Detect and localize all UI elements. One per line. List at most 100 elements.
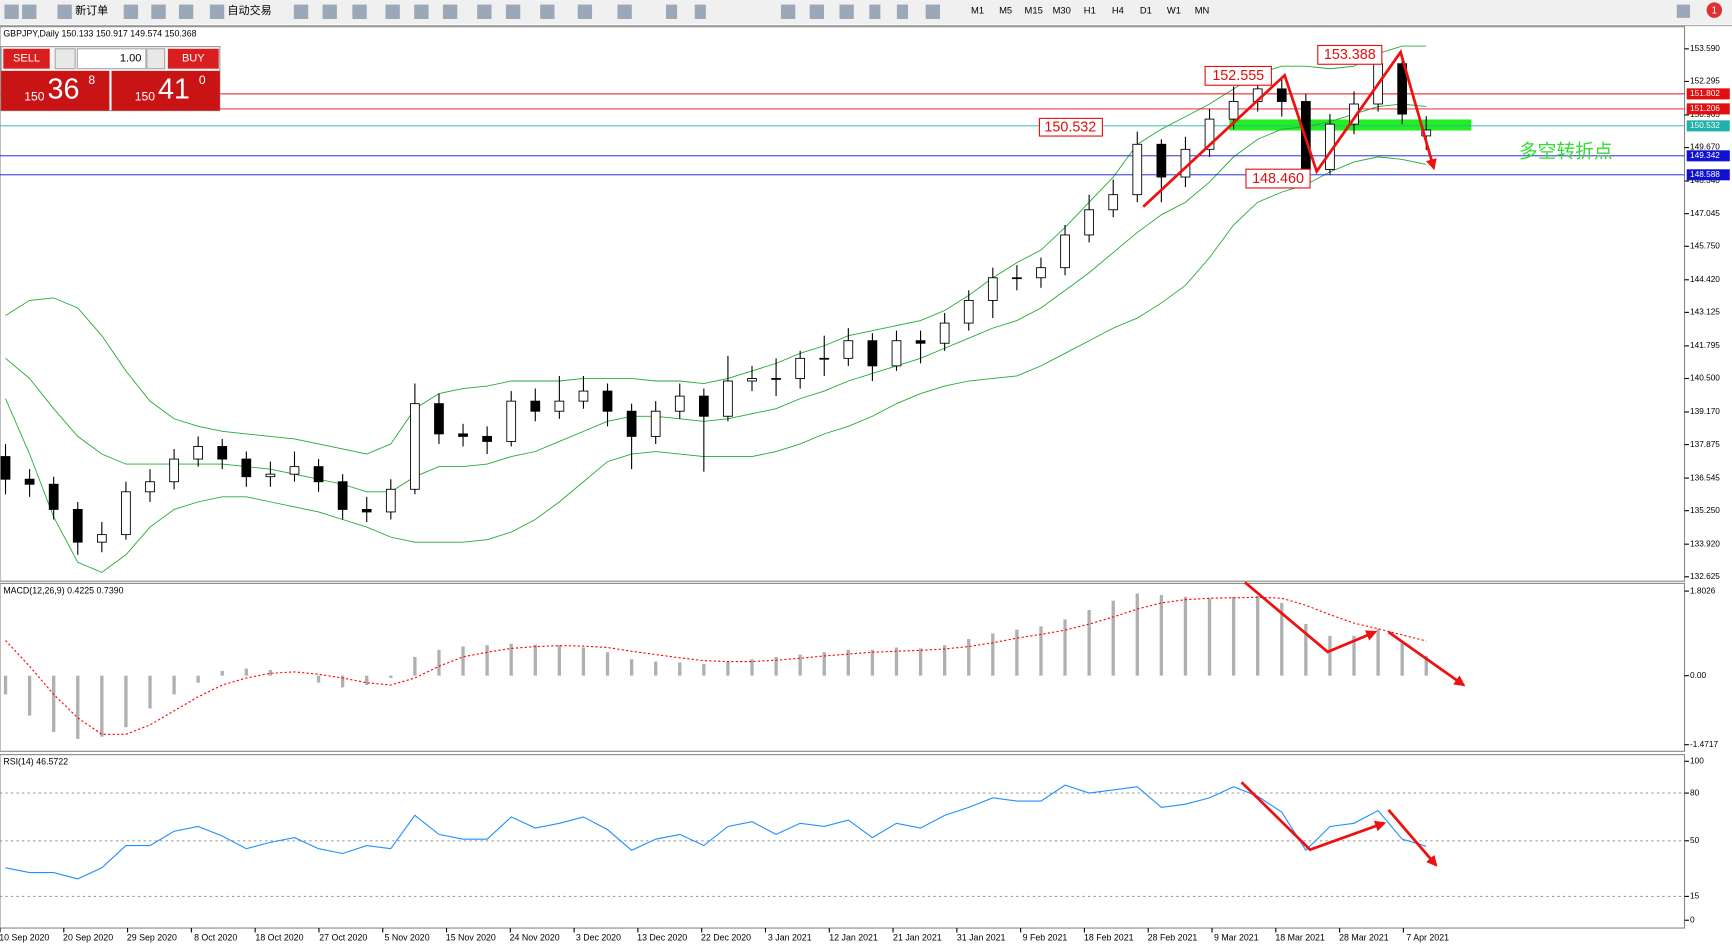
candle-body: [1156, 143, 1167, 178]
candle-body: [458, 433, 468, 437]
x-tick-label: 13 Dec 2020: [637, 932, 687, 942]
buy-price-pips: 41: [158, 73, 190, 105]
candle-body: [1421, 129, 1432, 137]
candle-body: [1084, 209, 1094, 236]
candle-body: [193, 446, 204, 460]
new-order-button[interactable]: 新订单: [75, 3, 108, 17]
plot-layer: 153.590 152.295 150.965 149.670 148.340 147.0…: [0, 44, 1730, 942]
y-tick-label: -1.4717: [1690, 740, 1718, 749]
y-tick-label: 135.250: [1690, 506, 1720, 515]
chart-title: GBPJPY,Daily 150.133 150.917 149.574 150…: [3, 29, 196, 39]
annotation-label: 153.388: [1324, 47, 1376, 63]
sell-button[interactable]: [3, 48, 50, 69]
annotations: 152.555 153.388 150.532 148.460 多空转折点: [1038, 44, 1613, 189]
price-level-tag: [1686, 150, 1730, 162]
notification-count: 1: [1712, 5, 1718, 16]
x-tick-label: 5 Nov 2020: [384, 932, 429, 942]
y-tick-label: 144.420: [1690, 275, 1720, 284]
candle-body: [698, 395, 709, 417]
sell-price-box[interactable]: [1, 70, 110, 111]
candle-body: [506, 400, 517, 442]
price-level-label: 148.588: [1690, 170, 1720, 179]
price-level-tag: [1686, 120, 1730, 132]
timeframe-button[interactable]: M15: [1025, 6, 1043, 16]
trend-arrows: [1142, 48, 1466, 867]
toolbar-icons: [4, 4, 1691, 19]
lot-value: 1.00: [120, 53, 141, 65]
auto-trading-button[interactable]: 自动交易: [228, 3, 272, 17]
y-tick-label: 80: [1690, 788, 1700, 797]
candle-body: [289, 466, 300, 475]
price-level-label: 151.206: [1690, 104, 1720, 113]
x-tick-label: 3 Dec 2020: [576, 932, 621, 942]
candle-body: [434, 403, 444, 435]
y-tick-label: 132.625: [1690, 572, 1720, 581]
candle-body: [771, 378, 781, 380]
bollinger-upper: [5, 45, 1427, 455]
timeframe-button[interactable]: W1: [1167, 6, 1181, 16]
candle-body: [1397, 63, 1408, 115]
candle-body: [1276, 88, 1287, 102]
y-tick-label: 153.590: [1690, 44, 1720, 53]
candle-body: [48, 483, 59, 510]
timeframe-button[interactable]: H1: [1084, 6, 1096, 16]
x-tick-label: 27 Oct 2020: [319, 932, 367, 942]
candle-body: [578, 390, 589, 402]
y-tick-label: 50: [1690, 836, 1700, 845]
x-tick-label: 29 Sep 2020: [127, 932, 177, 942]
annotation-label: 148.460: [1252, 171, 1304, 187]
candle-body: [217, 446, 228, 460]
y-tick-label: 0.00: [1690, 671, 1706, 680]
candle-body: [674, 395, 685, 412]
notification-badge[interactable]: [1706, 2, 1723, 18]
candle-body: [843, 340, 854, 359]
candle-body: [723, 380, 733, 417]
x-tick-label: 9 Mar 2021: [1214, 932, 1259, 942]
candle-body: [385, 488, 396, 513]
bollinger-middle: [5, 103, 1427, 493]
candle-body: [313, 466, 324, 483]
candle-body: [169, 458, 179, 483]
y-tick-label: 152.295: [1690, 77, 1720, 86]
timeframe-button[interactable]: D1: [1140, 6, 1152, 16]
candle-body: [891, 340, 902, 367]
x-tick-label: 15 Nov 2020: [446, 932, 496, 942]
buy-button[interactable]: [167, 48, 219, 69]
candle-body: [939, 322, 950, 344]
timeframe-button[interactable]: H4: [1112, 6, 1124, 16]
candle-body: [867, 340, 878, 367]
toolbar: [0, 0, 1732, 25]
trade-panel: SELL 1.00 BUY 150 36 8 150 41 0: [0, 46, 221, 112]
lot-input[interactable]: [76, 48, 147, 70]
y-tick-label: 139.170: [1690, 407, 1720, 416]
macd-title: MACD(12,26,9) 0.4225 0.7390: [3, 585, 123, 595]
timeframe-button[interactable]: M30: [1053, 6, 1071, 16]
y-tick-label: 136.545: [1690, 473, 1720, 482]
price-level-label: 150.532: [1690, 121, 1720, 130]
timeframe-button[interactable]: MN: [1195, 6, 1210, 16]
buy-label: BUY: [182, 53, 205, 65]
candle-body: [795, 357, 806, 379]
x-tick-label: 20 Sep 2020: [63, 932, 113, 942]
buy-price-fraction: 0: [199, 73, 206, 87]
candle-body: [650, 410, 661, 437]
lot-dropdown[interactable]: [54, 48, 76, 70]
annotation-note: 多空转折点: [1519, 141, 1613, 162]
timeframe-button[interactable]: M1: [971, 6, 984, 16]
price-level-tag: [1686, 169, 1730, 181]
candle-body: [1108, 194, 1119, 211]
sell-price-prefix: 150: [24, 90, 45, 104]
lot-stepper[interactable]: [146, 48, 166, 70]
candle-body: [72, 508, 83, 543]
y-tick-label: 140.500: [1690, 374, 1720, 383]
candle-body: [1204, 118, 1215, 150]
sell-label: SELL: [13, 53, 40, 65]
buy-price-box[interactable]: [111, 70, 220, 111]
x-tick-label: 22 Dec 2020: [701, 932, 751, 942]
x-tick-label: 18 Feb 2021: [1084, 932, 1134, 942]
rsi-panel: [0, 754, 1686, 929]
x-tick-label: 24 Nov 2020: [510, 932, 560, 942]
timeframe-button[interactable]: M5: [999, 6, 1012, 16]
